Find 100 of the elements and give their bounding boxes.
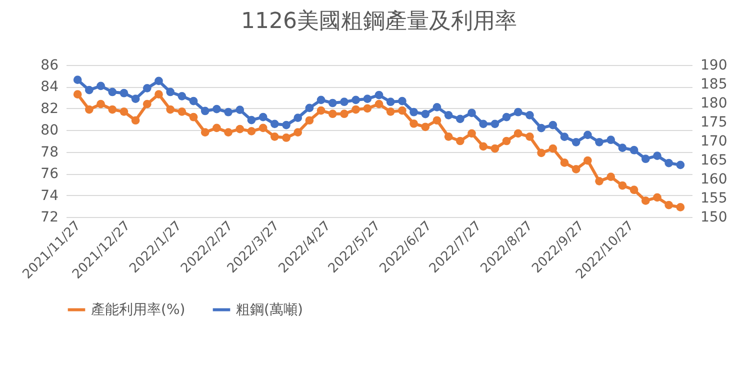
point (120, 108, 128, 116)
point (212, 104, 221, 114)
point (294, 114, 302, 122)
legend-label: 產能利用率(%) (91, 302, 186, 318)
point (73, 90, 82, 98)
point (537, 124, 546, 132)
point (526, 132, 534, 141)
point (468, 129, 476, 138)
point (108, 105, 117, 114)
point (236, 124, 244, 134)
point (641, 196, 650, 205)
point (316, 96, 326, 104)
y2-tick-label: 190 (700, 58, 728, 74)
point (630, 186, 638, 194)
point (386, 98, 395, 106)
point (526, 110, 534, 120)
point (200, 106, 210, 116)
point (270, 120, 279, 128)
point (410, 119, 418, 128)
y-tick-label: 74 (40, 188, 59, 204)
point (340, 98, 348, 106)
point (131, 94, 140, 103)
point (85, 105, 94, 114)
point (618, 144, 627, 152)
y2-tick-label: 150 (700, 210, 728, 226)
point (664, 158, 673, 168)
point (282, 120, 290, 130)
point (178, 108, 186, 116)
point (108, 88, 117, 96)
point (490, 144, 500, 153)
chart-title: 1126美國粗鋼產量及利用率 (241, 9, 517, 34)
point (618, 181, 627, 190)
point (258, 112, 268, 122)
point (398, 96, 406, 106)
point (328, 98, 337, 108)
point (398, 106, 406, 115)
point (236, 106, 244, 114)
point (96, 100, 105, 108)
point (258, 124, 268, 132)
point (142, 84, 152, 92)
point (514, 108, 522, 116)
point (340, 110, 348, 118)
y-tick-label: 78 (40, 144, 58, 160)
point (374, 100, 384, 108)
point (363, 94, 372, 103)
point (432, 103, 442, 112)
y2-tick-label: 180 (700, 96, 728, 112)
point (352, 105, 360, 114)
point (294, 128, 302, 136)
point (456, 114, 464, 124)
point (386, 108, 395, 116)
point (363, 104, 372, 113)
point (502, 136, 511, 146)
legend-label: 粗鋼(萬噸) (236, 302, 303, 318)
point (514, 129, 522, 138)
y2-tick-label: 170 (700, 134, 728, 150)
point (421, 110, 430, 118)
point (224, 108, 232, 116)
point (653, 152, 662, 160)
point (154, 90, 163, 98)
point (421, 122, 430, 132)
point (630, 146, 638, 154)
y2-tick-label: 165 (700, 152, 728, 168)
point (560, 158, 569, 167)
point (305, 104, 314, 112)
point (595, 176, 604, 186)
point (189, 96, 198, 106)
point (572, 138, 580, 146)
point (352, 96, 360, 104)
point (676, 160, 685, 170)
point (548, 144, 558, 153)
point (410, 108, 418, 116)
point (479, 142, 488, 151)
point (456, 136, 464, 146)
point (444, 110, 453, 120)
point (178, 92, 186, 100)
point (664, 200, 673, 210)
point (432, 116, 442, 125)
point (154, 76, 163, 86)
point (572, 165, 580, 174)
point (676, 203, 685, 212)
y2-tick-label: 185 (700, 76, 728, 92)
point (131, 116, 140, 125)
point (653, 193, 662, 202)
point (479, 120, 488, 128)
point (316, 106, 326, 115)
y2-tick-label: 175 (700, 114, 728, 130)
point (120, 88, 128, 98)
point (166, 88, 175, 96)
point (548, 120, 558, 130)
point (212, 124, 221, 132)
point (583, 156, 592, 165)
point (502, 112, 511, 122)
point (247, 127, 256, 136)
y-tick-label: 84 (40, 79, 59, 96)
point (328, 110, 337, 118)
y2-tick-label: 160 (700, 172, 728, 188)
point (595, 138, 604, 146)
point (468, 108, 476, 118)
y-tick-label: 72 (40, 210, 58, 226)
